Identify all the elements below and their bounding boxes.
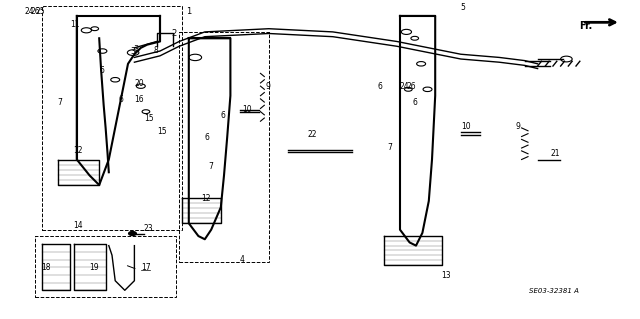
Text: 25: 25 — [35, 7, 45, 16]
Text: 15: 15 — [157, 127, 166, 136]
Text: 9: 9 — [515, 122, 520, 131]
Text: 12: 12 — [202, 194, 211, 203]
Text: 20: 20 — [134, 79, 144, 88]
Text: 6: 6 — [413, 98, 418, 107]
Text: 24: 24 — [24, 7, 34, 16]
Text: 26: 26 — [31, 7, 40, 16]
Bar — [42, 6, 182, 230]
Text: 11: 11 — [70, 20, 80, 29]
Text: 19: 19 — [90, 263, 99, 271]
Text: 21: 21 — [550, 149, 560, 158]
Text: 16: 16 — [134, 95, 144, 104]
Text: 7: 7 — [58, 98, 63, 107]
Text: 13: 13 — [442, 271, 451, 279]
Text: 2: 2 — [172, 29, 177, 38]
Bar — [179, 32, 269, 262]
Text: SE03-32381 A: SE03-32381 A — [529, 288, 579, 294]
Text: 1: 1 — [186, 7, 191, 16]
Text: 17: 17 — [141, 263, 150, 271]
Text: 6: 6 — [99, 66, 104, 75]
Text: Fr.: Fr. — [579, 21, 593, 31]
Bar — [35, 236, 176, 297]
Text: 26: 26 — [406, 82, 416, 91]
Text: 8: 8 — [154, 46, 158, 55]
Text: 22: 22 — [307, 130, 317, 139]
Text: 5: 5 — [461, 3, 466, 11]
Text: 7: 7 — [387, 143, 392, 152]
Text: 15: 15 — [144, 114, 154, 123]
Text: 6: 6 — [118, 95, 124, 104]
Text: 18: 18 — [42, 263, 51, 271]
Circle shape — [129, 232, 136, 235]
Text: 3: 3 — [133, 45, 138, 54]
Text: 10: 10 — [242, 105, 252, 114]
Text: 14: 14 — [74, 221, 83, 230]
Text: 3: 3 — [131, 47, 136, 56]
Text: 7: 7 — [208, 162, 213, 171]
Text: 4: 4 — [240, 255, 245, 263]
Text: 9: 9 — [266, 82, 271, 91]
Text: 10: 10 — [461, 122, 470, 131]
Text: 6: 6 — [221, 111, 226, 120]
Text: 23: 23 — [144, 224, 154, 233]
Text: 24: 24 — [400, 82, 410, 91]
Text: 6: 6 — [205, 133, 210, 142]
Text: 12: 12 — [74, 146, 83, 155]
Text: 6: 6 — [378, 82, 383, 91]
